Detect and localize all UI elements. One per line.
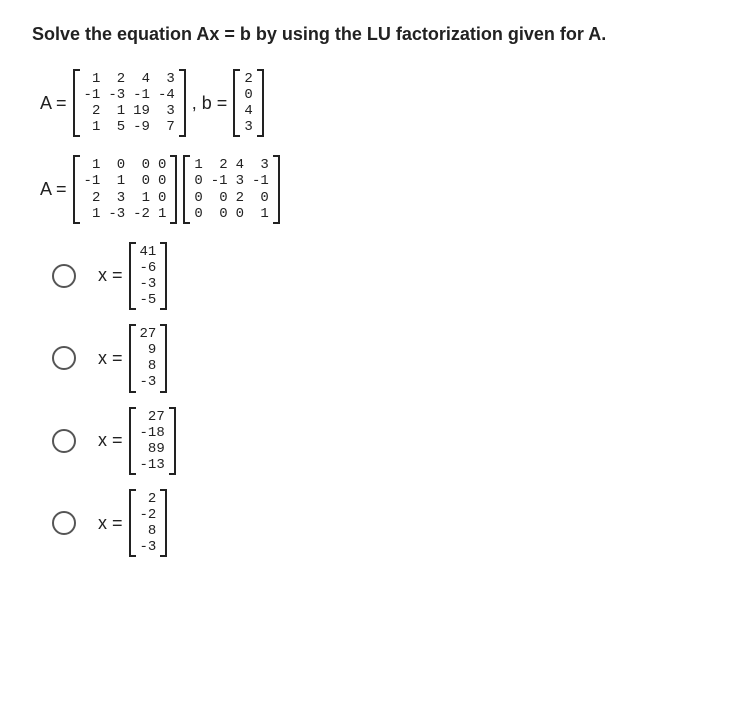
matrix-cell: 1 — [194, 157, 202, 173]
option-1[interactable]: x = 41-6-3-5 — [52, 242, 736, 310]
matrix-cell: -6 — [140, 260, 157, 276]
matrix-cell: 3 — [158, 71, 175, 87]
matrix-cell: 1 — [133, 190, 150, 206]
matrix-cell: -18 — [140, 425, 165, 441]
matrix-cell: 4 — [236, 157, 244, 173]
matrix-cell: 0 — [244, 87, 252, 103]
matrix-cell: 3 — [252, 157, 269, 173]
matrix-cell: -9 — [133, 119, 150, 135]
matrix-cell: 0 — [133, 173, 150, 189]
matrix-cell: 2 — [211, 157, 228, 173]
matrix-cell: 0 — [158, 190, 166, 206]
matrix-cell: -1 — [84, 87, 101, 103]
matrix-cell: 89 — [140, 441, 165, 457]
matrix-cell: 0 — [194, 190, 202, 206]
matrix-cell: 3 — [236, 173, 244, 189]
matrix-cell: 4 — [244, 103, 252, 119]
matrix-cell: 0 — [211, 190, 228, 206]
matrix-cell: -3 — [108, 87, 125, 103]
A-label: A = — [40, 93, 67, 114]
matrix-cell: 27 — [140, 326, 157, 342]
x-label: x = — [98, 430, 123, 451]
matrix-cell: 2 — [140, 491, 157, 507]
matrix-cell: 1 — [84, 119, 101, 135]
U-matrix: 12430-13-100200001 — [183, 155, 279, 223]
matrix-cell: 3 — [108, 190, 125, 206]
A-matrix: 1243-1-3-1-42119315-97 — [73, 69, 186, 137]
given-A-b: A = 1243-1-3-1-42119315-97 , b = 2043 — [40, 69, 736, 137]
matrix-cell: -1 — [211, 173, 228, 189]
matrix-cell: 27 — [140, 409, 165, 425]
matrix-cell: 2 — [244, 71, 252, 87]
radio-icon[interactable] — [52, 429, 76, 453]
matrix-cell: -3 — [140, 539, 157, 555]
option-4-vector: 2-28-3 — [129, 489, 168, 557]
matrix-cell: 2 — [236, 190, 244, 206]
matrix-cell: 8 — [140, 358, 157, 374]
matrix-cell: -1 — [84, 173, 101, 189]
matrix-cell: 1 — [158, 206, 166, 222]
matrix-cell: -3 — [140, 374, 157, 390]
option-3-vector: 27-1889-13 — [129, 407, 176, 475]
x-label: x = — [98, 265, 123, 286]
b-label: , b = — [192, 93, 228, 114]
radio-icon[interactable] — [52, 264, 76, 288]
matrix-cell: 5 — [108, 119, 125, 135]
matrix-cell: 0 — [158, 173, 166, 189]
matrix-cell: 0 — [194, 206, 202, 222]
matrix-cell: 1 — [108, 103, 125, 119]
b-vector: 2043 — [233, 69, 263, 137]
matrix-cell: 1 — [84, 206, 101, 222]
matrix-cell: -13 — [140, 457, 165, 473]
radio-icon[interactable] — [52, 511, 76, 535]
option-4[interactable]: x = 2-28-3 — [52, 489, 736, 557]
matrix-cell: 0 — [236, 206, 244, 222]
matrix-cell: -4 — [158, 87, 175, 103]
matrix-cell: 0 — [252, 190, 269, 206]
LU-label: A = — [40, 179, 67, 200]
matrix-cell: 0 — [194, 173, 202, 189]
matrix-cell: -3 — [140, 276, 157, 292]
matrix-cell: 2 — [84, 190, 101, 206]
x-label: x = — [98, 513, 123, 534]
matrix-cell: 2 — [108, 71, 125, 87]
matrix-cell: 0 — [108, 157, 125, 173]
matrix-cell: 0 — [158, 157, 166, 173]
matrix-cell: 4 — [133, 71, 150, 87]
matrix-cell: 1 — [252, 206, 269, 222]
answer-options: x = 41-6-3-5 x = 2798-3 x = 27-1889-13 x… — [52, 242, 736, 558]
option-3[interactable]: x = 27-1889-13 — [52, 407, 736, 475]
matrix-cell: 8 — [140, 523, 157, 539]
LU-factorization: A = 1000-110023101-3-21 12430-13-1002000… — [40, 155, 736, 223]
matrix-cell: 1 — [84, 157, 101, 173]
option-2-vector: 2798-3 — [129, 324, 168, 392]
matrix-cell: 3 — [158, 103, 175, 119]
radio-icon[interactable] — [52, 346, 76, 370]
matrix-cell: 9 — [140, 342, 157, 358]
matrix-cell: 1 — [108, 173, 125, 189]
matrix-cell: 41 — [140, 244, 157, 260]
matrix-cell: -1 — [133, 87, 150, 103]
matrix-cell: 0 — [211, 206, 228, 222]
x-label: x = — [98, 348, 123, 369]
matrix-cell: 0 — [133, 157, 150, 173]
matrix-cell: -3 — [108, 206, 125, 222]
matrix-cell: -2 — [140, 507, 157, 523]
matrix-cell: -1 — [252, 173, 269, 189]
matrix-cell: 19 — [133, 103, 150, 119]
matrix-cell: -2 — [133, 206, 150, 222]
matrix-cell: 3 — [244, 119, 252, 135]
question-text: Solve the equation Ax = b by using the L… — [32, 24, 736, 45]
matrix-cell: -5 — [140, 292, 157, 308]
option-1-vector: 41-6-3-5 — [129, 242, 168, 310]
matrix-cell: 1 — [84, 71, 101, 87]
option-2[interactable]: x = 2798-3 — [52, 324, 736, 392]
matrix-cell: 7 — [158, 119, 175, 135]
matrix-cell: 2 — [84, 103, 101, 119]
L-matrix: 1000-110023101-3-21 — [73, 155, 178, 223]
